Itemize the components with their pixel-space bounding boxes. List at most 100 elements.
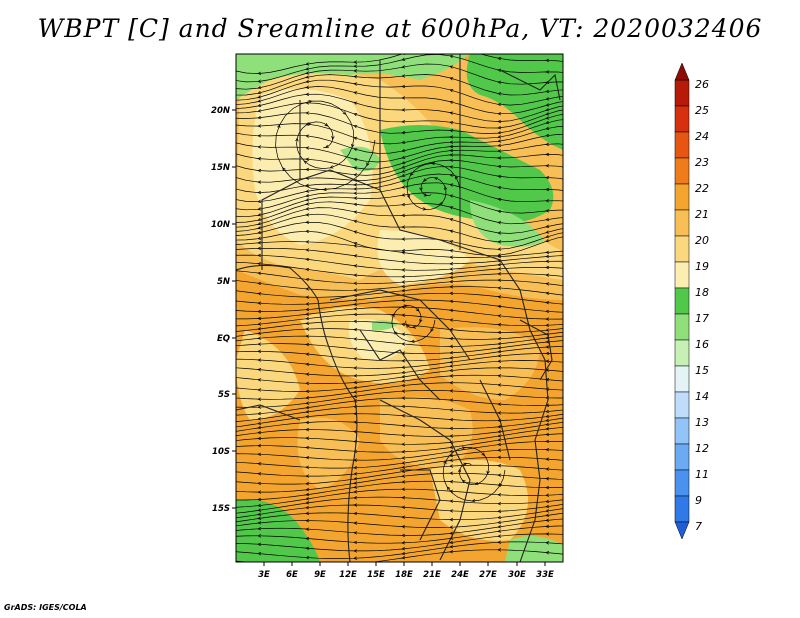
streamline-arrow [303,160,308,165]
streamline-arrow [497,149,502,153]
streamline-arrow [353,556,358,560]
streamline-arrow [545,209,550,213]
latitude-axis: 20N 15N 10N 5N EQ 5S 10S 15S [211,106,236,514]
streamline-arrow [545,112,550,116]
border-line [359,329,441,401]
streamline-arrow [401,237,406,241]
streamline-arrow [449,408,454,412]
streamline-arrow [430,328,434,333]
map-area[interactable] [234,46,570,568]
streamline-arrow [401,84,406,89]
streamline-arrow [497,438,502,442]
colorbar-label: 14 [695,390,709,403]
border-line [236,404,301,421]
streamline-arrow [449,267,454,271]
streamline-arrow [497,102,502,107]
streamline-arrow [353,374,358,378]
streamline-arrow [305,287,310,291]
streamline-arrow [305,436,310,440]
lat-tick-label: 20N [211,106,230,116]
streamline-arrow [305,213,310,217]
field-region [466,54,563,150]
streamline-arrow [391,313,395,318]
streamline-arrow [257,90,262,95]
credit-text: GrADS: IGES/COLA [4,603,87,612]
streamline-arrow [353,157,358,162]
field-region [236,330,300,420]
streamline-arrow [305,362,310,366]
streamline-arrow [545,499,550,504]
streamline-arrow [401,313,406,317]
streamline-arrow [305,194,310,198]
streamline-arrow [305,240,310,244]
streamline-arrow [545,485,550,490]
streamline-arrow [257,378,262,382]
streamline-arrow [412,325,417,329]
streamline-arrow [545,238,550,243]
border-line [379,399,471,561]
streamline-arrow [401,389,406,393]
streamline-arrow [401,322,406,327]
streamline-arrow [449,417,454,422]
streamline-arrow [401,148,406,153]
streamline-arrow [545,254,550,259]
streamline-arrow [353,178,358,183]
streamline-arrow [545,199,550,203]
streamline-arrow [307,122,312,126]
streamline-arrow [497,164,502,169]
streamline-arrow [497,139,502,143]
streamline-arrow [486,470,490,475]
lat-tick-label: 5N [217,277,230,287]
colorbar-segment [674,157,690,185]
streamline-arrow [305,267,310,272]
streamline-arrow [449,540,454,545]
streamline-arrow [353,347,358,351]
streamline-arrow [545,58,550,63]
streamline-arrow [257,207,262,211]
streamline-arrow [401,108,406,112]
border-line [519,319,553,381]
streamline-arrow [497,267,502,271]
streamline-arrow [353,183,358,187]
streamline-arrow [497,402,502,406]
streamline-arrow [257,301,262,305]
streamline-arrow [353,302,358,306]
streamline-arrow [305,396,310,400]
streamline-arrow [305,220,310,225]
streamline-arrow [497,143,502,148]
streamline-arrow [353,288,358,292]
streamline-arrow [353,394,358,398]
streamline-arrow [497,493,502,497]
streamline-arrow [257,388,262,392]
streamline-arrow [257,236,262,240]
streamline-arrow [545,504,550,509]
streamline-arrow [449,549,454,554]
streamline-arrow [305,496,310,501]
streamline-arrow [449,458,454,462]
streamline-arrow [353,540,358,545]
streamline-arrow [305,189,310,193]
streamline-arrow [353,273,358,277]
streamline-arrow [257,281,262,286]
streamline-arrow [353,430,358,434]
lon-tick-label: 6E [286,570,298,580]
streamline-arrow [449,128,454,133]
colorbar-segment [674,443,690,471]
streamline-arrow [257,516,262,520]
lat-tick-label: EQ [217,334,230,344]
streamline-arrow [305,481,310,486]
colorbar-label: 23 [695,156,709,169]
streamline-arrow [305,446,310,450]
streamline-arrow [449,255,454,259]
streamline-arrow [353,327,358,332]
colorbar-segment [674,235,690,263]
streamline [236,54,563,74]
streamline-arrow [305,474,310,478]
streamline-arrow [257,443,262,448]
streamline-arrow [449,218,454,222]
streamline-arrow [353,69,358,73]
colorbar-label: 15 [695,364,709,377]
streamline-arrow [305,85,310,89]
streamline-arrow [257,157,262,161]
